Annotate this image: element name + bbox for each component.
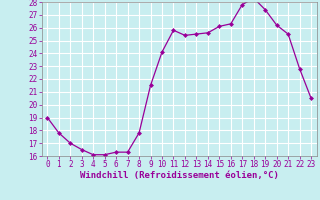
X-axis label: Windchill (Refroidissement éolien,°C): Windchill (Refroidissement éolien,°C) — [80, 171, 279, 180]
